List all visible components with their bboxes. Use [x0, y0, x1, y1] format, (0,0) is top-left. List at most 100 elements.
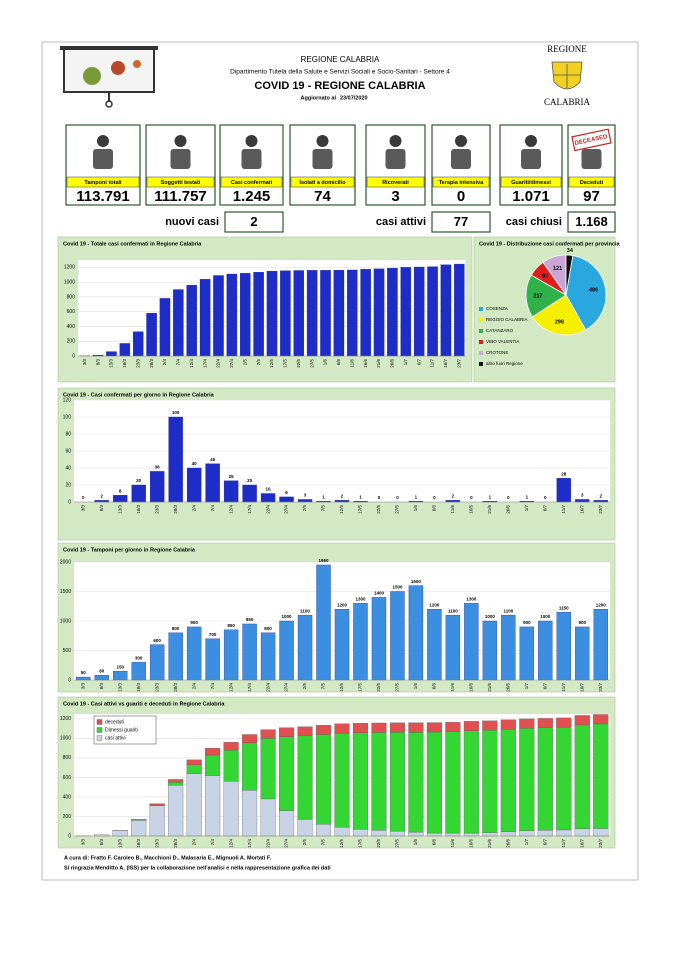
stat-icon-body	[93, 149, 113, 169]
x-tick-label: 2/4	[191, 839, 196, 846]
x-tick-label: 17/4	[247, 505, 252, 514]
data-label: 1000	[485, 614, 496, 619]
x-tick-label: 11/6	[450, 505, 455, 514]
x-tick-label: 16/6	[469, 839, 474, 848]
data-label: 850	[227, 623, 235, 628]
y-tick-label: 200	[63, 814, 72, 820]
stacked-bar-segment	[574, 715, 590, 726]
data-label: 950	[246, 617, 254, 622]
legend-swatch	[479, 351, 483, 355]
stat-label: Guariti/dimessi	[511, 180, 551, 186]
x-tick-label: 7/5	[321, 839, 326, 846]
y-tick-label: 1500	[60, 589, 71, 595]
y-tick-label: 0	[68, 677, 71, 683]
y-tick-label: 1200	[60, 716, 71, 722]
stat-label: Soggetti testati	[161, 180, 201, 186]
stacked-bar-segment	[242, 742, 258, 791]
x-tick-label: 27/4	[284, 505, 289, 514]
stacked-bar-segment	[205, 754, 221, 776]
bar	[149, 644, 165, 681]
stat-icon-head	[245, 135, 258, 147]
data-label: 0	[378, 495, 381, 500]
y-tick-label: 0	[72, 353, 75, 359]
x-tick-label: 7/4	[210, 839, 215, 846]
data-label: 1500	[392, 585, 403, 590]
x-tick-label: 3/3	[80, 683, 85, 690]
data-label: 1	[322, 494, 325, 499]
bar	[213, 275, 224, 357]
pie-slice	[525, 274, 567, 318]
x-tick-label: 21/6	[487, 505, 492, 514]
x-tick-label: 18/3	[136, 839, 141, 848]
stacked-bar-segment	[279, 736, 295, 811]
legend-label: deceduti	[105, 719, 124, 725]
chart-title: Covid 19 - Casi confermati per giorno in…	[63, 392, 215, 398]
data-label: 20	[136, 478, 142, 483]
stat-label: Casi confermati	[231, 180, 273, 186]
stacked-bar-segment	[519, 830, 535, 837]
stat-value: 111.757	[154, 188, 207, 205]
x-tick-label: 17/5	[358, 683, 363, 692]
stacked-bar-segment	[574, 828, 590, 837]
bar	[538, 620, 553, 681]
bar	[205, 638, 220, 681]
stacked-bar-segment	[537, 718, 553, 729]
stacked-bar-segment	[463, 832, 479, 837]
stat-label: Isolati a domicilio	[299, 180, 346, 186]
x-tick-label: 6/6	[432, 839, 437, 846]
stat-label-bg	[366, 176, 425, 188]
bar	[149, 471, 165, 503]
x-tick-label: 1/7	[403, 359, 408, 366]
bar	[413, 266, 425, 357]
pie-slice	[565, 254, 574, 296]
x-tick-label: 26/6	[506, 505, 511, 514]
legend-box	[93, 715, 157, 745]
data-label: 900	[579, 620, 587, 625]
stacked-bar-segment	[168, 782, 184, 786]
x-tick-label: 13/3	[109, 359, 114, 368]
stacked-bar-segment	[168, 779, 184, 783]
stacked-bar-segment	[519, 718, 535, 729]
data-label: 1300	[466, 596, 477, 601]
y-tick-label: 0	[68, 833, 71, 839]
summary-value: 77	[454, 214, 468, 229]
x-tick-label: 1/6	[413, 683, 418, 690]
x-tick-label: 7/5	[321, 683, 326, 690]
legend-swatch	[479, 362, 483, 366]
data-label: 1300	[355, 596, 366, 601]
x-tick-label: 8/3	[99, 839, 104, 846]
stacked-bar-segment	[408, 732, 424, 833]
stacked-bar-segment	[482, 730, 498, 833]
stacked-bar-segment	[426, 722, 442, 733]
x-tick-label: 22/5	[376, 683, 381, 692]
x-tick-label: 22/4	[265, 839, 270, 848]
bar	[279, 496, 294, 503]
y-tick-label: 600	[63, 775, 72, 781]
summary-label: casi chiusi	[506, 216, 562, 228]
bar	[575, 626, 590, 681]
y-tick-label: 1000	[60, 618, 71, 624]
stat-value: 0	[457, 188, 465, 205]
x-tick-label: 12/4	[228, 683, 233, 692]
legend-swatch	[479, 307, 483, 311]
bar	[186, 626, 202, 681]
stat-icon-head	[455, 135, 467, 147]
data-label: 25	[229, 474, 235, 479]
stacked-bar-segment	[537, 727, 553, 831]
x-tick-label: 27/4	[229, 359, 234, 368]
stacked-bar-segment	[426, 731, 442, 834]
pie-label: 34	[567, 248, 574, 254]
stacked-bar-segment	[426, 832, 442, 837]
x-tick-label: 26/6	[390, 359, 395, 368]
data-label: 0	[470, 495, 473, 500]
x-tick-label: 11/7	[561, 839, 566, 848]
stat-label-bg	[432, 176, 490, 188]
bar	[223, 480, 239, 503]
data-label: 0	[82, 495, 85, 500]
bar	[408, 585, 424, 681]
summary-box	[224, 211, 284, 233]
stacked-bar-segment	[445, 722, 461, 732]
x-tick-label: 1/6	[323, 359, 328, 366]
stacked-bar-segment	[334, 827, 350, 837]
bar	[146, 313, 157, 357]
